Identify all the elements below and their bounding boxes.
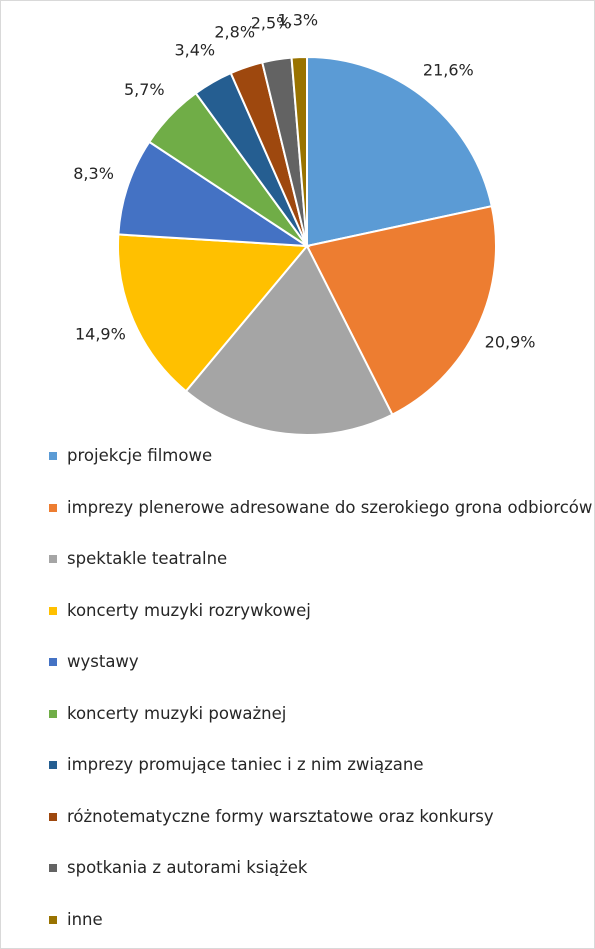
legend-swatch xyxy=(49,864,57,872)
pie-slice xyxy=(117,233,310,393)
legend-label: spektakle teatralne xyxy=(67,549,228,568)
legend-label: inne xyxy=(67,909,103,929)
data-label: 8,3% xyxy=(73,164,114,183)
pie-slice xyxy=(306,55,493,248)
legend-swatch xyxy=(49,915,57,924)
data-label: 20,9% xyxy=(485,332,536,351)
legend-item: imprezy promujące taniec i z nim związan… xyxy=(49,754,594,776)
data-label: 2,8% xyxy=(214,22,255,41)
legend-item: inne xyxy=(49,909,594,931)
legend-swatch xyxy=(49,452,57,460)
data-label: 14,9% xyxy=(75,325,126,344)
legend-item: różnotematyczne formy warsztatowe oraz k… xyxy=(49,806,594,828)
legend-label: projekcje filmowe xyxy=(67,446,213,465)
legend-swatch xyxy=(49,555,57,563)
data-label: 2,5% xyxy=(251,13,292,32)
legend-item: imprezy plenerowe adresowane do szerokie… xyxy=(49,497,594,519)
legend-item: koncerty muzyki poważnej xyxy=(49,703,594,725)
data-label: 1,3% xyxy=(277,11,318,30)
legend-label: koncerty muzyki poważnej xyxy=(67,703,287,723)
legend-label: różnotematyczne formy warsztatowe oraz k… xyxy=(67,806,494,826)
pie-slice xyxy=(184,244,394,436)
legend-label: wystawy xyxy=(67,652,139,671)
pie-area: 21,6%20,9%18,5%14,9%8,3%5,7%3,4%2,8%2,5%… xyxy=(73,11,536,436)
legend-item: projekcje filmowe xyxy=(49,445,594,467)
legend-swatch xyxy=(49,812,57,821)
legend-swatch xyxy=(49,761,57,769)
legend-swatch xyxy=(49,606,57,615)
legend-swatch xyxy=(49,709,57,718)
legend-item: wystawy xyxy=(49,651,594,673)
pie-slice xyxy=(305,204,497,416)
legend-label: koncerty muzyki rozrywkowej xyxy=(67,600,311,620)
legend-item: spotkania z autorami książek xyxy=(49,857,594,879)
legend-item: spektakle teatralne xyxy=(49,548,594,570)
legend-label: spotkania z autorami książek xyxy=(67,858,308,877)
legend-label: imprezy promujące taniec i z nim związan… xyxy=(67,755,424,774)
data-label: 3,4% xyxy=(174,40,215,59)
legend-swatch xyxy=(49,658,57,666)
data-label: 5,7% xyxy=(124,80,165,99)
pie-slice xyxy=(117,140,311,248)
legend-item: koncerty muzyki rozrywkowej xyxy=(49,600,594,622)
legend-swatch xyxy=(49,503,57,512)
legend-label: imprezy plenerowe adresowane do szerokie… xyxy=(67,497,593,517)
pie-slice xyxy=(290,55,308,247)
data-label: 21,6% xyxy=(423,60,474,79)
